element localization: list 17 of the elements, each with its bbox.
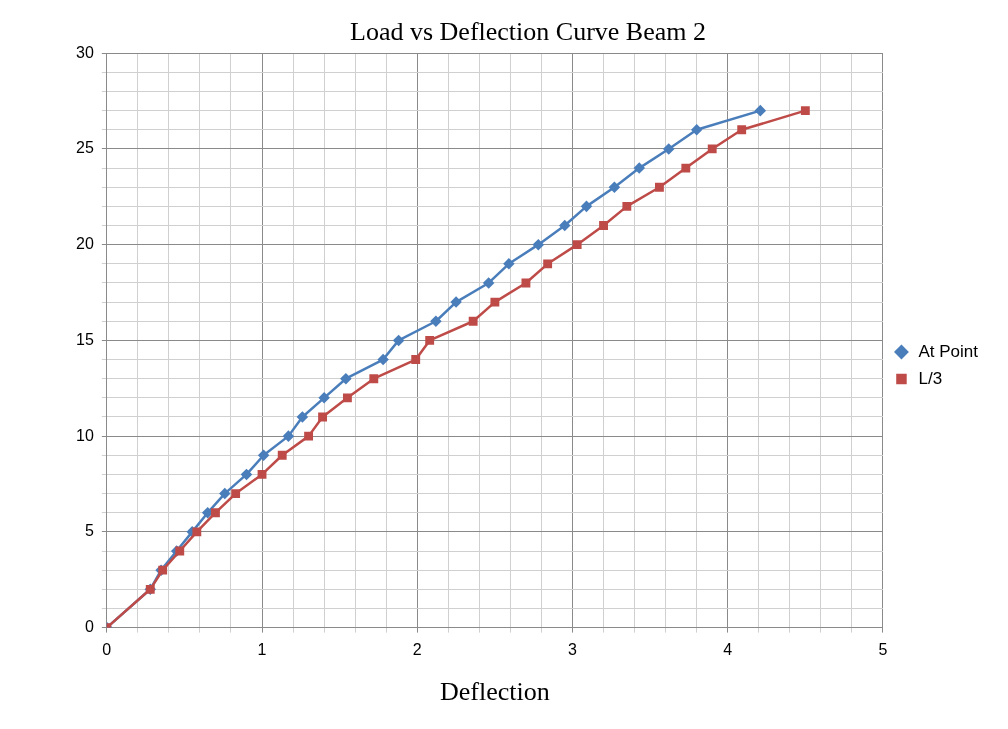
x-tick-label: 3 — [568, 640, 578, 658]
legend-label: At Point — [918, 341, 979, 361]
x-tick-label: 2 — [412, 640, 422, 658]
y-tick-label: 15 — [76, 330, 94, 348]
legend-label: L/3 — [918, 368, 943, 388]
chart-title: Load vs Deflection Curve Beam 2 — [350, 17, 706, 47]
x-tick-label: 0 — [102, 640, 112, 658]
x-axis-title: Deflection — [440, 677, 550, 707]
y-tick-label: 0 — [84, 618, 94, 636]
y-tick-label: 5 — [84, 522, 94, 540]
x-tick-label: 1 — [257, 640, 267, 658]
x-tick-label: 4 — [723, 640, 733, 658]
x-tick-label: 5 — [878, 640, 888, 658]
y-tick-label: 10 — [76, 426, 94, 444]
y-tick-label: 25 — [76, 139, 94, 157]
y-tick-label: 30 — [76, 43, 94, 61]
y-tick-label: 20 — [76, 235, 94, 253]
